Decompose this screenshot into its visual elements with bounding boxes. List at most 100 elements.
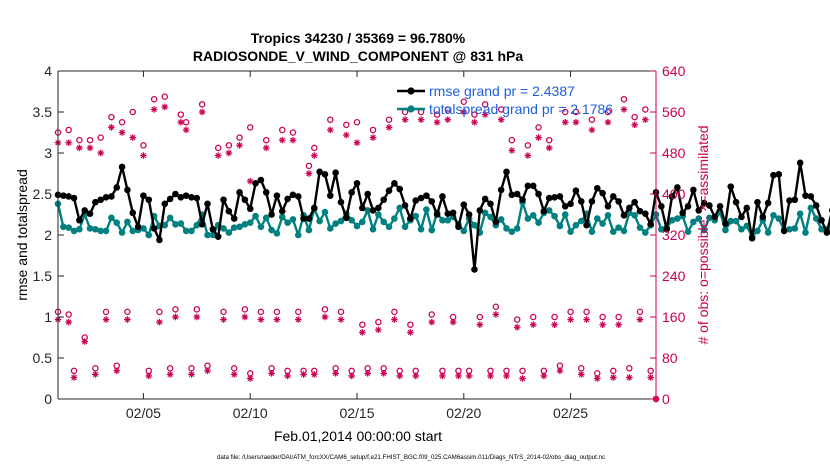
rmse-point <box>359 204 366 212</box>
obs-assimilated-stroke <box>621 106 627 113</box>
rmse-point <box>770 171 777 179</box>
y-tick-label-left: 3 <box>44 145 52 161</box>
rmse-point <box>684 203 692 210</box>
rmse-point <box>198 221 206 228</box>
rmse-point <box>156 236 163 244</box>
rmse-point <box>786 197 793 204</box>
totalspread-point <box>684 228 692 236</box>
obs-assimilated-stroke <box>215 152 221 159</box>
rmse-point <box>807 193 815 200</box>
totalspread-point <box>572 221 580 229</box>
rmse-point <box>166 195 174 203</box>
totalspread-point <box>321 208 329 216</box>
axes: 02/05 02/10 02/15 02/20 02/25 0 0.5 1 1.5 2 2.5 3 3.… <box>33 63 686 421</box>
rmse-point <box>220 196 227 204</box>
obs-assimilated-marker <box>503 372 510 380</box>
rmse-point <box>209 225 217 233</box>
rmse-point <box>764 199 772 207</box>
rmse-point <box>647 221 654 228</box>
obs-possible-marker <box>262 136 270 144</box>
totalspread-point <box>92 225 99 233</box>
rmse-point <box>471 266 478 273</box>
obs-assimilated-marker <box>476 321 484 328</box>
rmse-point <box>204 200 211 208</box>
rmse-point <box>465 211 473 218</box>
obs-assimilated-marker <box>70 374 78 381</box>
totalspread-point <box>140 225 147 232</box>
rmse-point <box>284 195 291 203</box>
rmse-point <box>524 182 532 190</box>
y-tick-label-right: 480 <box>662 145 686 161</box>
totalspread-point <box>727 217 735 225</box>
obs-assimilated-marker <box>124 316 131 323</box>
obs-assimilated-marker <box>391 316 398 323</box>
obs-assimilated-stroke <box>76 145 83 151</box>
obs-assimilated-marker <box>449 318 457 326</box>
obs-assimilated-stroke <box>477 321 483 328</box>
rmse-point <box>722 220 729 227</box>
obs-assimilated-stroke <box>279 137 285 143</box>
rmse-point <box>113 184 121 191</box>
totalspread-point <box>545 207 553 214</box>
obs-assimilated-stroke <box>429 319 435 325</box>
rmse-point <box>401 202 409 209</box>
totalspread-point <box>375 211 382 218</box>
y-tick-label-left: 0 <box>44 391 52 407</box>
obs-assimilated-stroke <box>359 329 366 336</box>
obs-assimilated-marker <box>513 323 521 331</box>
obs-assimilated-stroke <box>242 314 248 320</box>
obs-possible-marker <box>604 108 612 116</box>
obs-assimilated-stroke <box>557 368 563 374</box>
obs-possible-marker <box>273 308 281 316</box>
y-tick-label-left: 0.5 <box>33 350 53 366</box>
obs-assimilated-stroke <box>247 375 253 382</box>
rmse-point <box>519 196 526 204</box>
obs-assimilated-stroke <box>348 373 355 379</box>
obs-counts <box>54 93 660 403</box>
obs-assimilated-marker <box>150 106 158 113</box>
obs-assimilated-marker <box>642 116 649 123</box>
rmse-point <box>428 198 436 205</box>
x-tick-label: 02/05 <box>126 405 161 421</box>
obs-assimilated-stroke <box>647 374 654 381</box>
rmse-point <box>540 207 548 215</box>
rmse-point <box>674 184 681 191</box>
obs-assimilated-marker <box>401 116 409 123</box>
rmse-point <box>802 192 809 199</box>
totalspread-point <box>588 228 596 236</box>
obs-assimilated-stroke <box>140 152 147 159</box>
rmse-point <box>663 225 670 233</box>
totalspread-point <box>770 212 777 219</box>
obs-assimilated-marker <box>332 370 339 377</box>
obs-assimilated-stroke <box>290 137 296 143</box>
totalspread-point <box>369 225 377 233</box>
obs-assimilated-marker <box>343 131 350 139</box>
obs-assimilated-stroke <box>71 374 77 381</box>
rmse-point <box>487 200 494 208</box>
totalspread-point <box>252 212 259 220</box>
obs-assimilated-marker <box>156 318 163 326</box>
rmse-point <box>369 207 377 214</box>
obs-assimilated-marker <box>481 111 489 118</box>
totalspread-point <box>615 224 622 231</box>
totalspread-point <box>396 204 404 212</box>
rmse-point <box>668 193 676 200</box>
obs-assimilated-stroke <box>194 314 200 320</box>
rmse-point <box>129 209 137 217</box>
obs-assimilated-stroke <box>386 124 392 131</box>
obs-assimilated-stroke <box>162 104 168 110</box>
obs-possible-marker <box>246 124 254 131</box>
obs-possible-marker <box>535 124 542 131</box>
obs-possible-marker <box>588 116 596 123</box>
obs-assimilated-marker <box>465 372 473 380</box>
rmse-point <box>385 187 393 195</box>
totalspread-point <box>642 229 649 236</box>
obs-assimilated-stroke <box>503 373 510 379</box>
rmse-point <box>241 196 249 204</box>
obs-assimilated-marker <box>519 375 526 382</box>
obs-assimilated-marker <box>460 108 468 116</box>
obs-possible-marker <box>337 308 345 316</box>
totalspread-point <box>636 224 644 231</box>
obs-assimilated-marker <box>615 321 622 328</box>
obs-assimilated-marker <box>65 139 72 147</box>
